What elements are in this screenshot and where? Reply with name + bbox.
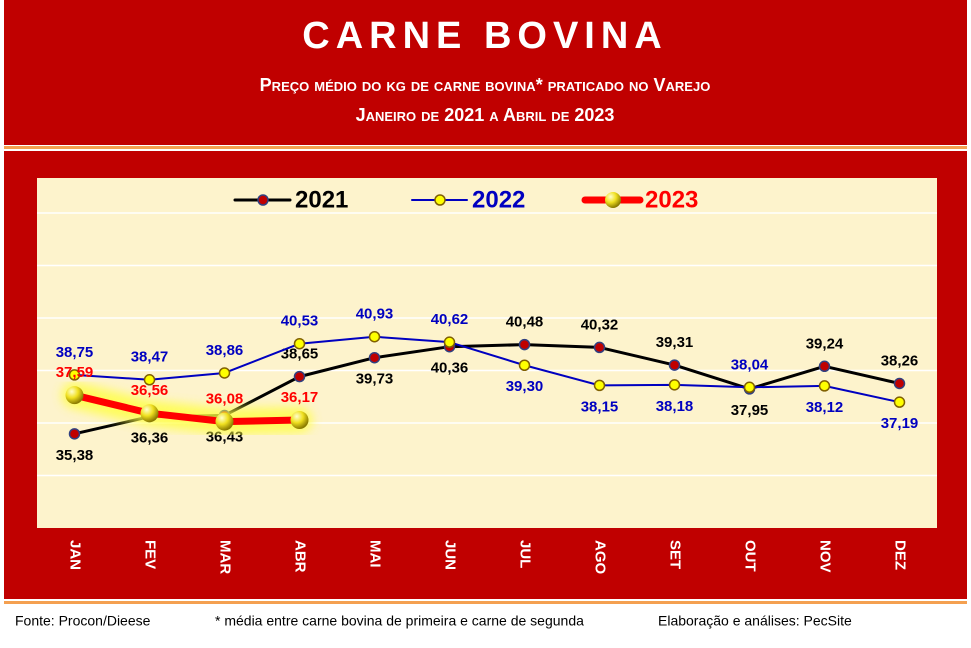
data-label: 36,56 — [131, 382, 169, 399]
footer-note: * média entre carne bovina de primeira e… — [215, 613, 584, 629]
series-line — [73, 335, 901, 404]
header-band — [4, 0, 967, 145]
data-label: 38,12 — [806, 399, 844, 416]
legend-label: 2021 — [295, 186, 348, 213]
data-label: 39,24 — [806, 335, 844, 352]
marker — [143, 374, 156, 386]
data-label: 35,38 — [56, 447, 94, 464]
marker — [668, 359, 681, 371]
data-label: 40,93 — [356, 306, 394, 323]
data-label: 40,32 — [581, 316, 619, 333]
stripe — [4, 146, 967, 149]
marker — [893, 377, 906, 390]
x-tick-label: FEV — [142, 540, 159, 569]
x-tick-label: SET — [667, 540, 684, 569]
marker — [443, 336, 456, 348]
x-tick-label: OUT — [742, 540, 759, 572]
data-label: 38,47 — [131, 349, 169, 366]
marker — [818, 380, 831, 392]
data-label: 40,36 — [431, 360, 469, 377]
marker — [293, 370, 306, 383]
x-tick-label: ABR — [292, 540, 309, 573]
series-line — [71, 391, 303, 426]
legend-label: 2023 — [645, 186, 698, 213]
marker — [290, 411, 309, 430]
data-label: 38,65 — [281, 346, 319, 363]
marker — [668, 379, 681, 391]
footer-credit: Elaboração e análises: PecSite — [658, 613, 852, 629]
data-label: 38,15 — [581, 398, 619, 415]
marker — [593, 341, 606, 354]
data-label: 39,31 — [656, 334, 694, 351]
chart-subtitle: Preço médio do kg de carne bovina* prati… — [260, 75, 711, 95]
marker — [218, 367, 231, 379]
chart-title: CARNE BOVINA — [302, 15, 667, 57]
data-label: 39,30 — [506, 378, 544, 395]
data-label: 37,59 — [56, 364, 94, 381]
marker — [68, 369, 81, 381]
legend-marker — [434, 194, 446, 206]
x-tick-label: DEZ — [892, 540, 909, 570]
x-tick-label: MAI — [367, 540, 384, 568]
legend-marker — [257, 194, 269, 206]
marker — [368, 351, 381, 364]
x-tick-label: JUL — [517, 540, 534, 568]
x-tick-label: JAN — [67, 540, 84, 570]
marker — [68, 428, 81, 440]
marker — [368, 330, 381, 343]
data-label: 40,62 — [431, 311, 469, 328]
data-label: 36,08 — [206, 391, 244, 408]
footer-source: Fonte: Procon/Dieese — [15, 613, 151, 629]
data-label: 38,04 — [731, 356, 769, 373]
data-label: 38,86 — [206, 342, 244, 359]
x-tick-label: AGO — [592, 540, 609, 575]
stripe — [4, 601, 967, 604]
marker — [593, 379, 606, 392]
data-label: 40,48 — [506, 314, 544, 331]
marker — [518, 359, 531, 371]
data-label: 39,73 — [356, 371, 394, 388]
x-tick-label: MAR — [217, 540, 234, 574]
data-label: 36,36 — [131, 430, 169, 447]
marker — [140, 404, 159, 423]
data-label: 38,26 — [881, 352, 919, 369]
data-label: 37,95 — [731, 402, 769, 419]
marker — [893, 396, 906, 408]
data-label: 36,17 — [281, 389, 319, 406]
data-label: 37,19 — [881, 415, 919, 432]
legend-marker — [605, 192, 621, 208]
marker — [65, 386, 84, 405]
marker — [293, 337, 306, 350]
marker — [743, 381, 756, 394]
data-label: 38,75 — [56, 344, 94, 361]
legend-label: 2022 — [472, 186, 525, 213]
data-label: 38,18 — [656, 398, 694, 415]
x-tick-label: NOV — [817, 540, 834, 573]
marker — [818, 360, 831, 373]
data-label: 40,53 — [281, 313, 319, 330]
chart-period: Janeiro de 2021 a Abril de 2023 — [356, 105, 615, 125]
marker — [518, 338, 531, 351]
marker — [215, 412, 234, 431]
x-tick-label: JUN — [442, 540, 459, 570]
